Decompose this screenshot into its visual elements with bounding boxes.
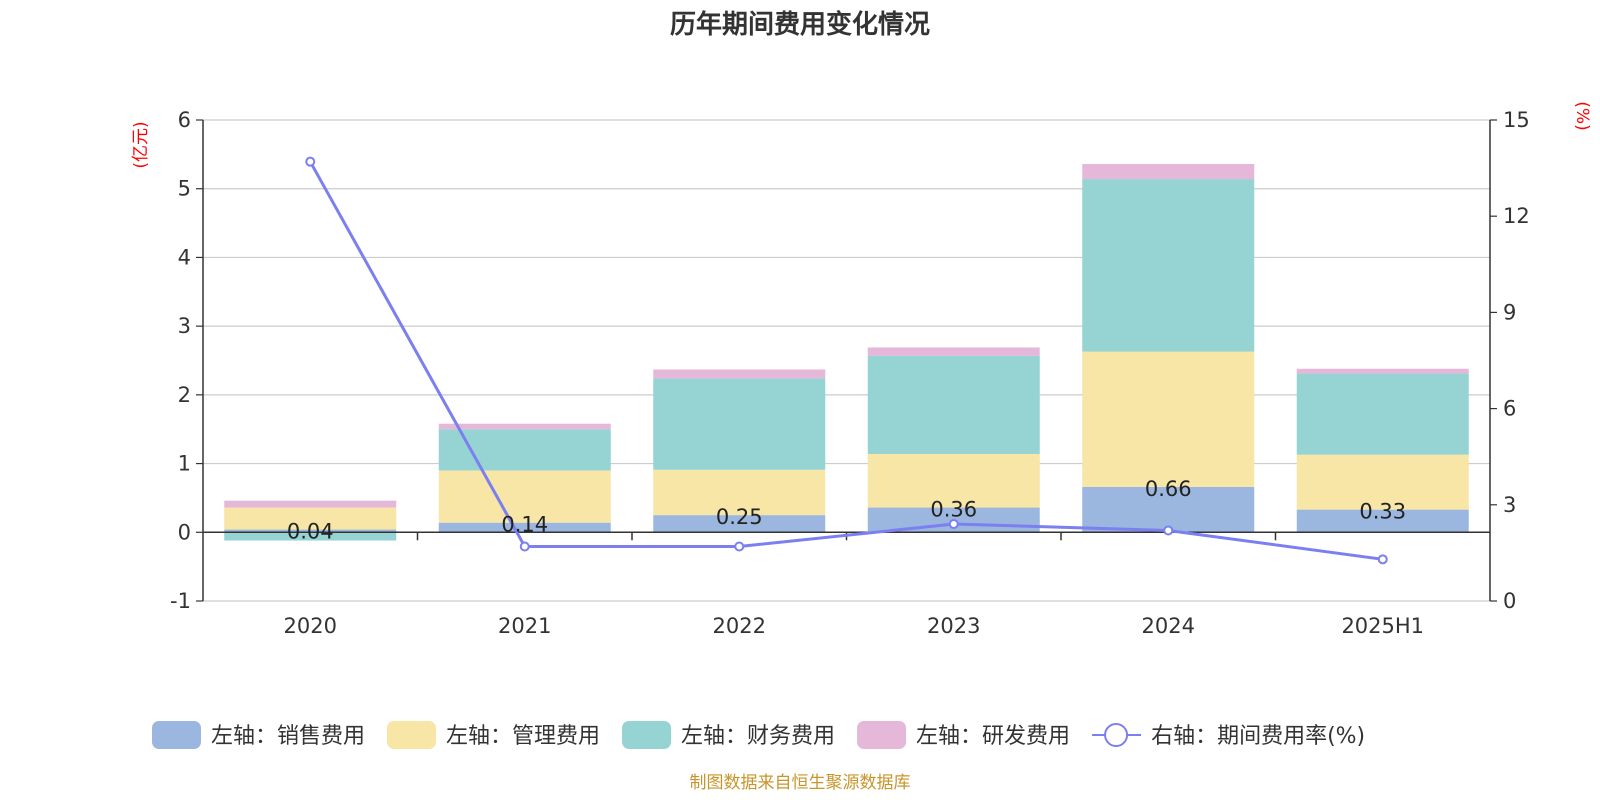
left-tick-label: 5: [178, 177, 191, 201]
rate-point: [519, 541, 530, 552]
left-tick-label: 0: [178, 520, 191, 544]
stacked-bars: [224, 163, 1469, 541]
data-labels: 0.04 0.14 0.25 0.36 0.66 0.33: [287, 477, 1406, 544]
right-tick-label: 12: [1503, 204, 1530, 228]
left-axis-unit: (亿元): [131, 121, 151, 168]
left-tick-label: 2: [178, 383, 191, 407]
bar-segment: [1082, 163, 1255, 180]
right-tick-label: 15: [1503, 108, 1530, 132]
category-label: 2025H1: [1341, 614, 1424, 638]
left-tick-label: 1: [178, 452, 191, 476]
bar-segment: [438, 429, 611, 471]
legend-swatch: [622, 721, 672, 749]
legend-label: 左轴：财务费用: [681, 724, 835, 749]
right-tick-label: 6: [1503, 397, 1516, 421]
right-axis-unit: (%): [1572, 101, 1592, 130]
bar-segment: [867, 453, 1040, 508]
category-label: 2021: [498, 614, 551, 638]
legend-label: 左轴：销售费用: [211, 724, 365, 749]
bar-segment: [1296, 368, 1469, 374]
bar-segment: [867, 355, 1040, 454]
left-tick-label: -1: [170, 589, 191, 613]
rate-point: [1163, 525, 1174, 536]
bar-segment: [224, 532, 397, 541]
bar-segment: [438, 522, 611, 533]
bar-segment: [1082, 179, 1255, 352]
data-label: 0.04: [287, 520, 334, 544]
chart-title: 历年期间费用变化情况: [670, 9, 930, 40]
data-label: 0.14: [501, 513, 548, 537]
rate-line-path: [308, 160, 1383, 561]
bar-segment: [1296, 454, 1469, 510]
bar-segment: [1296, 509, 1469, 533]
bar-segment: [224, 500, 397, 508]
bar-segment: [1082, 486, 1255, 533]
bar-segment: [438, 470, 611, 523]
left-tick-label: 6: [178, 108, 191, 132]
left-tick-label: 3: [178, 314, 191, 338]
legend: 左轴：销售费用 左轴：管理费用 左轴：财务费用 左轴：研发费用 右轴：期间费用率(%): [152, 721, 1365, 749]
bar-segment: [224, 529, 397, 533]
bar-segment: [438, 423, 611, 430]
right-tick-label: 0: [1503, 589, 1516, 613]
bar-segment: [653, 469, 826, 516]
rate-point: [1377, 554, 1388, 565]
data-source-note: 制图数据来自恒生聚源数据库: [690, 773, 911, 793]
category-label: 2022: [713, 614, 766, 638]
legend-swatch: [152, 721, 201, 749]
legend-swatch: [857, 721, 907, 749]
category-label: 2023: [927, 614, 980, 638]
legend-swatch: [387, 721, 437, 749]
rate-point: [305, 156, 316, 167]
data-label: 0.33: [1359, 500, 1406, 524]
right-tick-label: 9: [1503, 300, 1516, 324]
bar-segment: [653, 378, 826, 470]
bar-segment: [1082, 351, 1255, 487]
bar-segment: [224, 507, 397, 530]
legend-label: 右轴：期间费用率(%): [1151, 724, 1365, 749]
rate-point: [948, 519, 959, 530]
grid-lines: [203, 119, 1490, 602]
legend-label: 左轴：管理费用: [446, 724, 600, 749]
bar-segment: [867, 347, 1040, 356]
category-label: 2024: [1142, 614, 1195, 638]
left-tick-label: 4: [178, 245, 191, 269]
category-label: 2020: [284, 614, 337, 638]
bar-segment: [1296, 373, 1469, 455]
bar-segment: [653, 369, 826, 379]
rate-point: [734, 541, 745, 552]
bar-segment: [653, 515, 826, 533]
right-tick-label: 3: [1503, 493, 1516, 517]
legend-label: 左轴：研发费用: [916, 724, 1070, 749]
expense-rate-line: [305, 156, 1388, 565]
legend-marker: [1104, 723, 1129, 747]
data-label: 0.66: [1145, 477, 1192, 501]
data-label: 0.36: [930, 498, 977, 522]
data-label: 0.25: [716, 505, 763, 529]
